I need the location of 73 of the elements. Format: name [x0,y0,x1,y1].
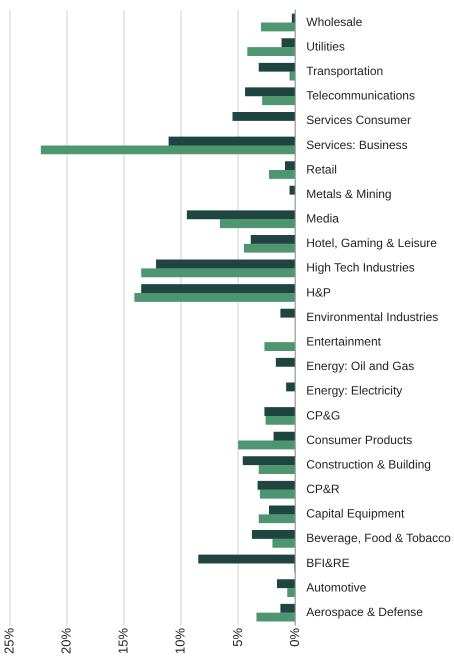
y-tick-label: Metals & Mining [306,186,392,201]
x-tick-label: 10% [172,628,188,654]
bar [232,112,295,121]
x-tick-label: 5% [230,628,245,647]
y-tick-label: Energy: Electricity [306,384,402,398]
bar [245,87,295,96]
bar [244,244,295,253]
bar [134,293,295,302]
bar [269,170,295,179]
x-tick-label: 0% [286,628,302,647]
bar [258,62,295,72]
bar [261,22,295,32]
bar [287,588,295,597]
bar [264,342,295,352]
bar [156,260,295,268]
bar [141,268,295,278]
x-tick-label: 25% [2,628,17,654]
y-tick-label: Aerospace & Defense [306,605,424,619]
y-tick-label: Telecommunications [306,88,415,103]
x-tick-label: 15% [116,628,131,654]
bar [186,210,295,220]
bar [290,72,295,81]
bar [282,38,295,48]
bar [260,490,295,499]
bar [252,530,295,539]
y-tick-label: Services: Business [306,138,408,152]
y-tick-label: Beverage, Food & Tobacco [306,531,452,546]
y-tick-label: Retail [306,162,337,176]
bar [280,604,295,613]
y-tick-label: Transportation [306,64,384,78]
x-tick-label: 20% [58,628,74,654]
bar [290,186,295,195]
bar [238,440,295,450]
y-tick-label: H&P [306,285,331,300]
bar [269,505,295,514]
bar [274,432,295,441]
bar [276,358,295,367]
y-tick-label: Media [306,212,340,226]
y-tick-label: Utilities [306,39,345,54]
bar [256,612,295,622]
bar [220,219,295,228]
bar [258,514,295,524]
bar [258,465,295,474]
y-tick-label: CP&R [306,482,340,496]
bar [276,579,295,588]
y-tick-label: Environmental Industries [306,310,438,324]
bar [284,161,295,170]
bar [247,47,295,56]
bar [280,308,295,318]
bar [264,407,295,416]
bar [272,538,295,548]
bar [198,554,295,564]
y-tick-label: Services Consumer [306,113,411,128]
y-tick-label: Entertainment [306,334,382,348]
y-tick-label: Construction & Building [306,457,431,472]
y-tick-label: Wholesale [306,14,363,29]
bar [258,480,295,490]
y-tick-label: Capital Equipment [306,506,405,521]
bar [286,382,295,392]
bar [168,136,295,146]
bar [40,145,295,154]
bar [141,284,295,293]
bar [266,416,295,425]
y-tick-label: BFI&RE [306,556,350,570]
bar [262,96,295,106]
y-tick-label: Hotel, Gaming & Leisure [306,236,438,250]
y-tick-label: High Tech Industries [306,260,415,275]
bar [242,456,295,466]
bar [250,234,295,244]
y-tick-label: Energy: Oil and Gas [306,359,414,374]
y-tick-label: Automotive [306,580,367,594]
y-tick-label: Consumer Products [306,432,412,447]
y-tick-label: CP&G [306,408,340,422]
